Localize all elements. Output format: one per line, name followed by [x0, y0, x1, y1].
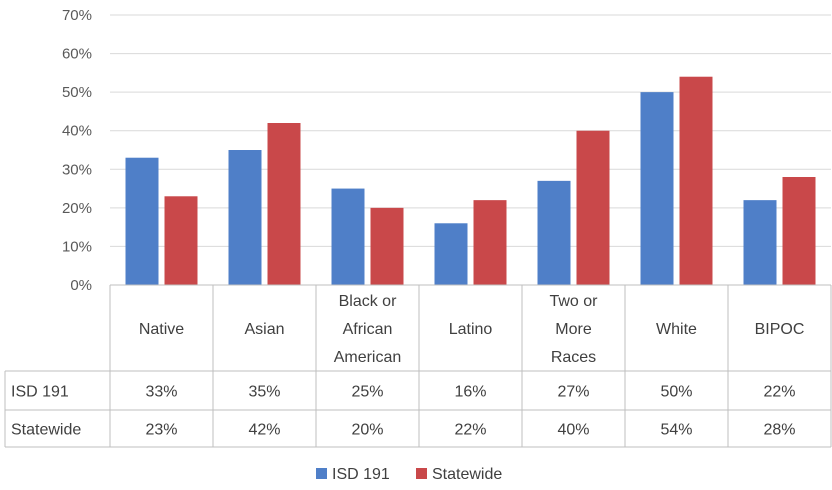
- category-label: Latino: [449, 321, 493, 338]
- bar-statewide: [164, 196, 198, 285]
- legend-swatch: [316, 468, 327, 479]
- category-label: More: [555, 321, 592, 338]
- y-tick-label: 30%: [62, 161, 92, 178]
- y-tick-label: 0%: [70, 277, 92, 294]
- data-table-value: 23%: [145, 422, 177, 439]
- category-label: Two or: [549, 293, 598, 310]
- bar-statewide: [782, 177, 816, 285]
- legend-swatch: [416, 468, 427, 479]
- bar-isd-191: [331, 188, 365, 285]
- bar-statewide: [370, 207, 404, 285]
- category-label: Asian: [244, 321, 284, 338]
- bars: [125, 76, 816, 286]
- bar-isd-191: [640, 92, 674, 286]
- data-table-value: 20%: [351, 422, 383, 439]
- bar-statewide: [473, 200, 507, 285]
- y-tick-label: 50%: [62, 84, 92, 101]
- bar-statewide: [679, 76, 713, 285]
- data-table-value: 27%: [557, 384, 589, 401]
- gridlines: [110, 14, 831, 247]
- data-table-value: 50%: [660, 384, 692, 401]
- data-table-value: 25%: [351, 384, 383, 401]
- category-label: African: [343, 321, 393, 338]
- y-tick-label: 10%: [62, 238, 92, 255]
- legend: ISD 191 Statewide: [316, 466, 502, 483]
- bar-isd-191: [434, 223, 468, 285]
- data-table-value: 54%: [660, 422, 692, 439]
- data-table-value: 22%: [763, 384, 795, 401]
- data-table-value: 22%: [454, 422, 486, 439]
- legend-label: Statewide: [432, 466, 502, 483]
- y-tick-label: 20%: [62, 200, 92, 217]
- category-label: White: [656, 321, 697, 338]
- data-table-value: 35%: [248, 384, 280, 401]
- bar-isd-191: [537, 180, 571, 285]
- legend-label: ISD 191: [332, 466, 390, 483]
- series-row-label: ISD 191: [11, 384, 69, 401]
- bar-isd-191: [125, 157, 159, 285]
- category-label: BIPOC: [755, 321, 805, 338]
- data-table: Native Asian Black or African American Latino…: [4, 284, 832, 448]
- data-table-value: 40%: [557, 422, 589, 439]
- data-table-value: 16%: [454, 384, 486, 401]
- category-label: Black or: [339, 293, 397, 310]
- bar-statewide: [267, 123, 301, 285]
- data-table-value: 42%: [248, 422, 280, 439]
- bar-isd-191: [743, 200, 777, 285]
- bar-isd-191: [228, 150, 262, 285]
- y-tick-label: 40%: [62, 123, 92, 140]
- y-tick-label: 60%: [62, 46, 92, 63]
- category-label: Races: [551, 349, 596, 366]
- category-label: Native: [139, 321, 184, 338]
- category-label: American: [334, 349, 402, 366]
- bar-statewide: [576, 130, 610, 285]
- series-row-label: Statewide: [11, 422, 81, 439]
- data-table-value: 33%: [145, 384, 177, 401]
- y-tick-label: 70%: [62, 7, 92, 24]
- data-table-value: 28%: [763, 422, 795, 439]
- y-axis: 0% 10% 20% 30% 40% 50% 60% 70%: [62, 7, 92, 294]
